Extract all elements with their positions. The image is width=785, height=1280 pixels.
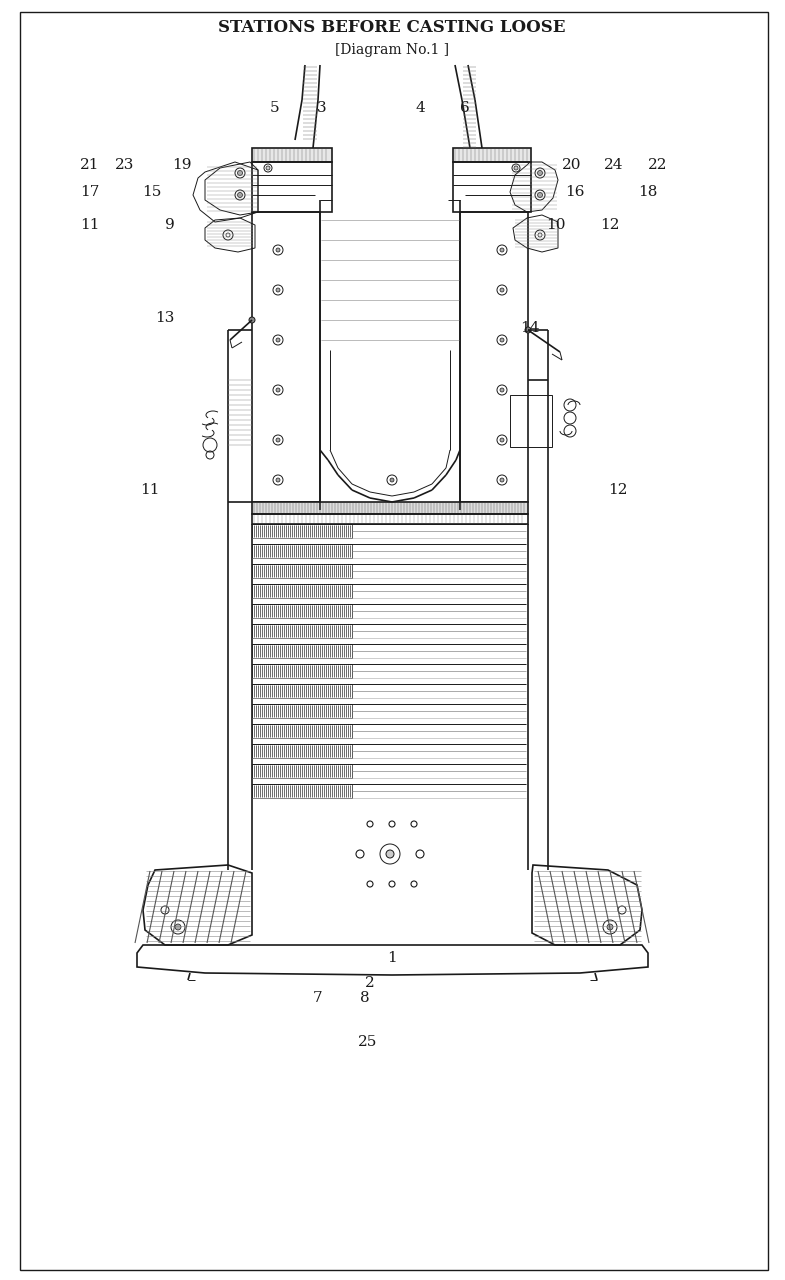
Text: 20: 20 <box>562 157 582 172</box>
Text: 8: 8 <box>360 991 370 1005</box>
Text: 25: 25 <box>358 1036 378 1050</box>
Bar <box>252 515 528 524</box>
Bar <box>252 623 352 637</box>
Bar <box>252 644 352 658</box>
Bar <box>252 664 352 678</box>
Bar <box>252 783 352 797</box>
Circle shape <box>276 477 280 483</box>
Circle shape <box>276 438 280 442</box>
Circle shape <box>249 317 255 323</box>
Circle shape <box>538 170 542 175</box>
Text: 12: 12 <box>601 218 619 232</box>
Text: 10: 10 <box>546 218 566 232</box>
Text: 14: 14 <box>520 321 540 335</box>
Circle shape <box>276 388 280 392</box>
Bar <box>510 396 552 447</box>
Circle shape <box>390 477 394 483</box>
Text: 13: 13 <box>155 311 175 325</box>
Text: STATIONS BEFORE CASTING LOOSE: STATIONS BEFORE CASTING LOOSE <box>218 18 566 36</box>
Circle shape <box>276 338 280 342</box>
Text: 21: 21 <box>80 157 100 172</box>
Text: 11: 11 <box>80 218 100 232</box>
Circle shape <box>500 438 504 442</box>
Circle shape <box>607 924 613 931</box>
Bar <box>453 163 531 212</box>
Circle shape <box>266 166 270 170</box>
Text: 5: 5 <box>270 101 279 115</box>
Circle shape <box>525 326 531 333</box>
Circle shape <box>175 924 181 931</box>
Circle shape <box>386 850 394 858</box>
Circle shape <box>500 388 504 392</box>
Text: 17: 17 <box>80 186 100 198</box>
Bar <box>252 584 352 598</box>
Text: 3: 3 <box>317 101 327 115</box>
Bar <box>252 502 528 515</box>
Text: 4: 4 <box>415 101 425 115</box>
Text: 2: 2 <box>365 975 375 989</box>
Bar <box>252 524 352 538</box>
Text: 16: 16 <box>565 186 585 198</box>
Bar <box>252 724 352 739</box>
Circle shape <box>238 170 243 175</box>
Circle shape <box>500 248 504 252</box>
Text: 7: 7 <box>313 991 323 1005</box>
Bar <box>252 148 332 163</box>
Text: 22: 22 <box>648 157 668 172</box>
Text: [Diagram No.1 ]: [Diagram No.1 ] <box>335 44 449 58</box>
Text: 15: 15 <box>142 186 162 198</box>
Text: 1: 1 <box>387 951 397 965</box>
Circle shape <box>500 288 504 292</box>
Text: 9: 9 <box>165 218 175 232</box>
Bar <box>252 764 352 778</box>
Bar <box>252 684 352 698</box>
Text: 19: 19 <box>172 157 192 172</box>
Bar <box>252 744 352 758</box>
Circle shape <box>500 477 504 483</box>
Circle shape <box>538 192 542 197</box>
Text: 24: 24 <box>604 157 624 172</box>
Text: 12: 12 <box>608 483 628 497</box>
Text: 11: 11 <box>141 483 160 497</box>
Circle shape <box>238 192 243 197</box>
Circle shape <box>514 166 518 170</box>
Text: 18: 18 <box>638 186 658 198</box>
Bar <box>252 163 332 212</box>
Text: 6: 6 <box>460 101 470 115</box>
Bar <box>252 564 352 579</box>
Bar <box>460 212 528 502</box>
Bar <box>252 704 352 718</box>
Circle shape <box>500 338 504 342</box>
Bar <box>252 544 352 558</box>
Bar <box>252 212 320 502</box>
Text: 23: 23 <box>115 157 135 172</box>
Circle shape <box>276 288 280 292</box>
Bar <box>252 604 352 618</box>
Circle shape <box>276 248 280 252</box>
Bar <box>453 148 531 163</box>
